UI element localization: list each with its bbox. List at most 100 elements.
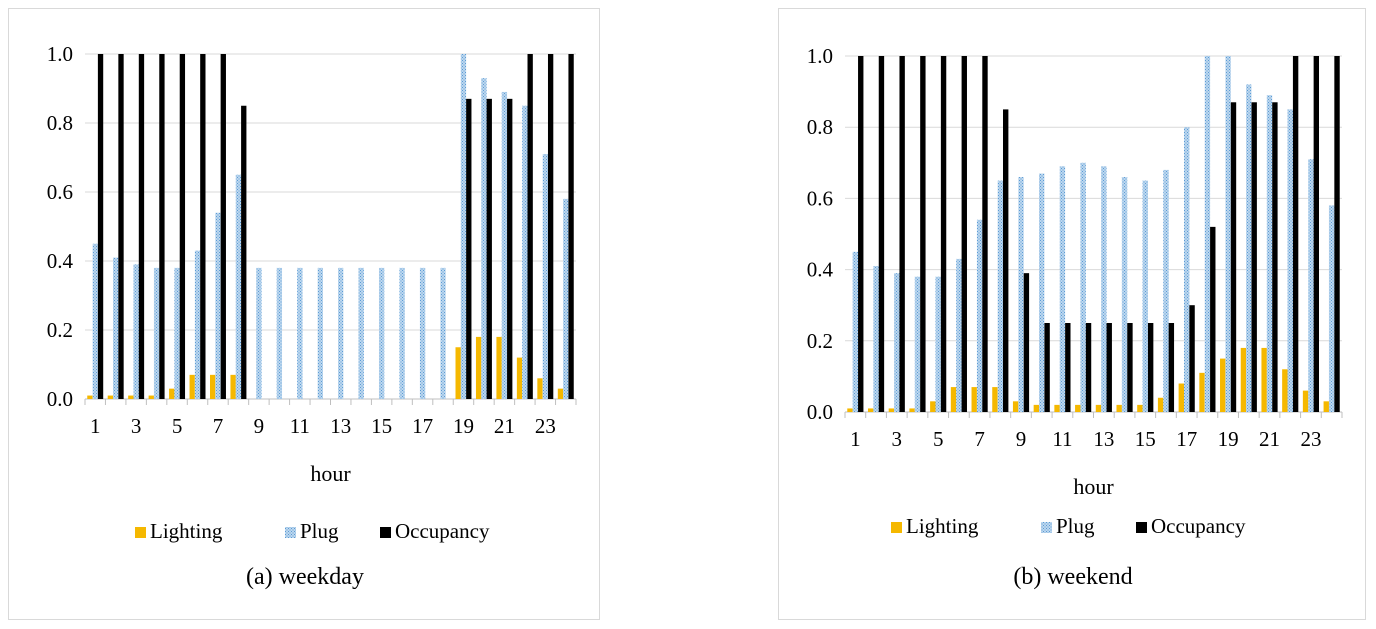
x-axis-title: hour [1073, 474, 1114, 499]
y-tick-label: 0.2 [47, 318, 73, 342]
chart-caption-weekend: (b) weekend [1013, 564, 1133, 590]
weekend-chart: 0.00.20.40.60.81.01 3 5 7 9 11 13 15 17 19 21 23hou… [807, 44, 1343, 538]
legend-plug-swatch [285, 527, 296, 538]
plug-bar [894, 273, 900, 412]
x-tick-label: 21 [494, 414, 515, 438]
lighting-bar [169, 388, 175, 399]
plug-bar [1225, 56, 1231, 412]
plug-bar [378, 267, 385, 399]
lighting-bar [537, 378, 543, 399]
x-tick-label: 9 [1016, 427, 1027, 451]
occupancy-bar [1003, 109, 1009, 413]
y-tick-label: 0.4 [47, 249, 74, 273]
plug-bar [92, 243, 98, 399]
lighting-bar [847, 408, 853, 412]
lighting-bar [950, 387, 957, 412]
lighting-bar [1240, 347, 1247, 412]
plug-bar [1308, 159, 1314, 412]
x-axis-title: hour [310, 461, 351, 486]
occupancy-bar [940, 56, 947, 412]
occupancy-bar [200, 54, 206, 399]
lighting-bar [888, 408, 895, 412]
occupancy-bar [1106, 323, 1112, 412]
y-tick-label: 1.0 [47, 42, 73, 66]
plug-bar [997, 180, 1004, 412]
lighting-bar [87, 395, 93, 399]
x-tick-label: 5 [172, 414, 183, 438]
x-tick-label: 19 [453, 414, 474, 438]
lighting-bar [1012, 401, 1019, 412]
occupancy-bar [1044, 323, 1050, 412]
plug-bar [1204, 56, 1211, 412]
plug-bar [935, 276, 941, 412]
plug-bar [215, 212, 221, 399]
occupancy-bar [486, 98, 492, 399]
plug-bar [1246, 84, 1252, 412]
x-tick-label: 15 [1135, 427, 1156, 451]
plug-bar [338, 267, 344, 399]
x-tick-label: 23 [535, 414, 556, 438]
lighting-bar [557, 388, 564, 399]
occupancy-bar [920, 56, 926, 412]
occupancy-bar [1127, 323, 1133, 412]
lighting-bar [1033, 404, 1040, 412]
y-tick-label: 1.0 [807, 44, 833, 68]
occupancy-bar [1251, 102, 1257, 412]
legend-occupancy-swatch [1136, 522, 1147, 533]
occupancy-bar [878, 56, 885, 412]
lighting-bar [1282, 369, 1288, 412]
y-tick-label: 0.8 [807, 115, 833, 139]
plug-bar [1163, 169, 1169, 412]
occupancy-bar [1065, 323, 1071, 412]
occupancy-bar [1085, 323, 1092, 412]
occupancy-bar [982, 56, 988, 412]
y-tick-label: 0.0 [807, 400, 833, 424]
occupancy-bar [1147, 323, 1154, 412]
lighting-bar [930, 401, 936, 412]
weekday-chart: 0.00.20.40.60.81.01 3 5 7 9 11 13 15 17 19 21 23hou… [47, 42, 577, 543]
lighting-bar [148, 395, 154, 399]
x-tick-label: 13 [330, 414, 351, 438]
lighting-bar [455, 347, 461, 399]
occupancy-bar [159, 54, 165, 399]
lighting-bar [1054, 404, 1060, 412]
x-tick-label: 13 [1093, 427, 1114, 451]
lighting-bar [1220, 358, 1226, 412]
x-tick-label: 23 [1300, 427, 1321, 451]
plug-bar [1080, 162, 1086, 412]
plug-bar [542, 154, 548, 399]
x-tick-label: 1 [90, 414, 101, 438]
occupancy-bar [547, 54, 554, 399]
plug-bar [317, 267, 323, 399]
lighting-bar [107, 395, 114, 399]
occupancy-bar [1292, 56, 1299, 412]
plug-bar [1059, 166, 1066, 412]
occupancy-bar [1272, 102, 1278, 412]
lighting-bar [516, 357, 523, 399]
occupancy-bar [1168, 323, 1175, 412]
lighting-bar [1323, 401, 1329, 412]
x-tick-label: 17 [412, 414, 433, 438]
legend-occupancy-swatch [380, 527, 391, 538]
occupancy-bar [1334, 56, 1340, 412]
y-tick-label: 0.6 [807, 186, 833, 210]
occupancy-bar [220, 54, 226, 399]
x-tick-label: 3 [131, 414, 142, 438]
lighting-bar [230, 374, 236, 399]
y-tick-label: 0.2 [807, 329, 833, 353]
plug-bar [563, 198, 569, 399]
plug-bar [194, 250, 201, 399]
lighting-bar [189, 374, 195, 399]
chart-panel-weekend: 0.0 0.2 0.4 0.6 0.8 1.0 1 3 5 7 9 11 13 15 17 19 21 23 hou… [778, 8, 1366, 620]
plug-bar [873, 266, 879, 412]
lighting-bar [210, 374, 216, 399]
occupancy-bar [97, 54, 104, 399]
legend-plug-label: Plug [300, 519, 339, 543]
occupancy-bar [241, 105, 247, 399]
plug-bar [1121, 177, 1128, 412]
lighting-bar [867, 408, 874, 412]
lighting-bar [1302, 390, 1309, 412]
plug-bar [1266, 95, 1273, 412]
x-tick-label: 21 [1259, 427, 1280, 451]
plug-bar [276, 267, 283, 399]
